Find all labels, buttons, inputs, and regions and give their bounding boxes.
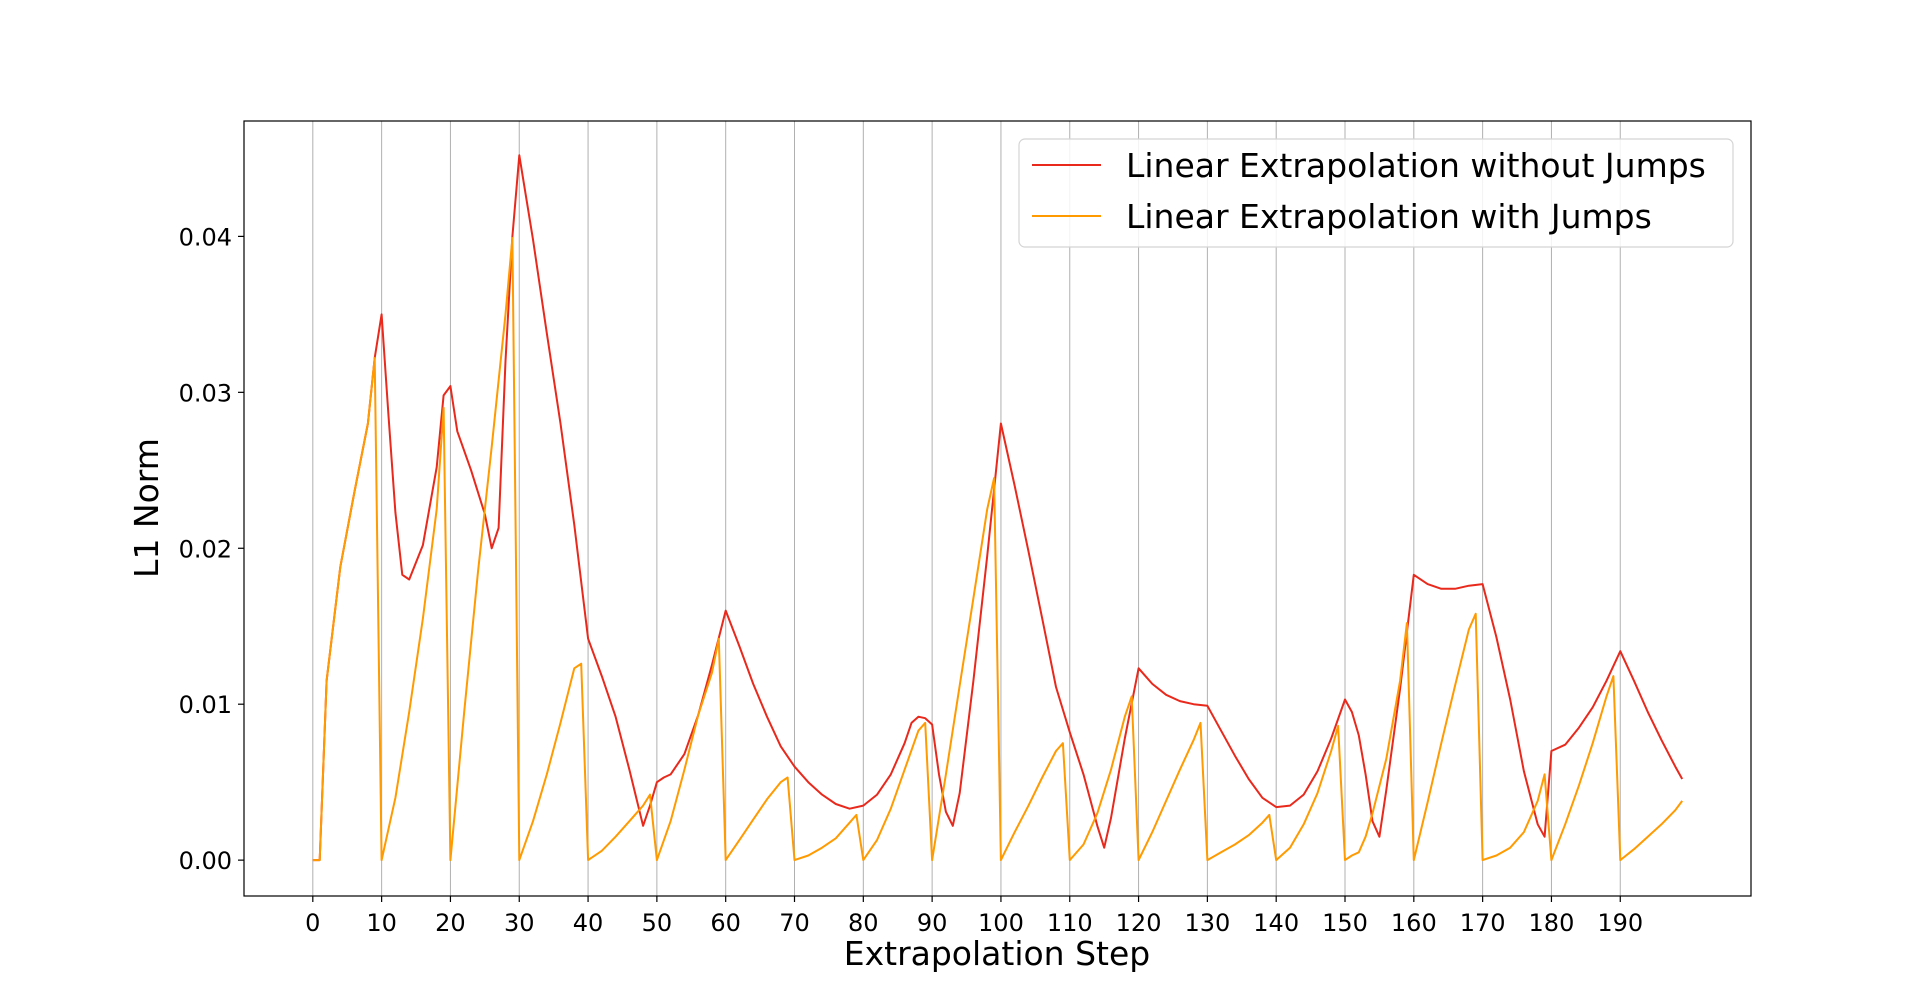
- y-tick-label: 0.02: [179, 535, 232, 563]
- x-tick-label: 130: [1184, 909, 1230, 937]
- x-tick-label: 150: [1322, 909, 1368, 937]
- legend-box: [1018, 138, 1734, 248]
- x-tick-label: 0: [305, 909, 320, 937]
- x-tick-label: 60: [710, 909, 741, 937]
- x-tick-label: 40: [573, 909, 604, 937]
- x-tick-label: 160: [1391, 909, 1437, 937]
- y-tick-label: 0.04: [179, 223, 232, 251]
- x-tick-label: 50: [642, 909, 673, 937]
- legend-label-without-jumps: Linear Extrapolation without Jumps: [1126, 146, 1706, 185]
- x-axis-ticks: 0 10 20 30 40 50 60 70 80 90 100 110 120 130 140 150 160…: [305, 896, 1643, 937]
- x-tick-label: 170: [1460, 909, 1506, 937]
- y-axis-ticks: 0.00 0.01 0.02 0.03 0.04: [179, 223, 244, 875]
- x-tick-label: 110: [1047, 909, 1093, 937]
- plot-frame: [243, 120, 1752, 897]
- legend-label-with-jumps: Linear Extrapolation with Jumps: [1126, 197, 1652, 236]
- x-tick-label: 20: [435, 909, 466, 937]
- x-tick-label: 100: [978, 909, 1024, 937]
- x-tick-label: 140: [1253, 909, 1299, 937]
- x-tick-label: 180: [1529, 909, 1575, 937]
- x-axis-label: Extrapolation Step: [844, 934, 1150, 973]
- y-tick-label: 0.03: [179, 379, 232, 407]
- x-tick-label: 90: [917, 909, 948, 937]
- x-tick-label: 70: [779, 909, 810, 937]
- gridlines: [312, 121, 1621, 896]
- series-line-without-jumps: [312, 154, 1684, 862]
- series-group: [312, 154, 1684, 862]
- x-tick-label: 120: [1116, 909, 1162, 937]
- y-tick-label: 0.00: [179, 847, 232, 875]
- x-tick-label: 190: [1597, 909, 1643, 937]
- x-tick-label: 80: [848, 909, 879, 937]
- y-axis-label: L1 Norm: [127, 438, 166, 578]
- series-line-with-jumps: [312, 237, 1684, 862]
- legend: Linear Extrapolation without Jumps Linea…: [1018, 138, 1734, 248]
- x-tick-label: 10: [366, 909, 397, 937]
- x-tick-label: 30: [504, 909, 535, 937]
- y-tick-label: 0.01: [179, 691, 232, 719]
